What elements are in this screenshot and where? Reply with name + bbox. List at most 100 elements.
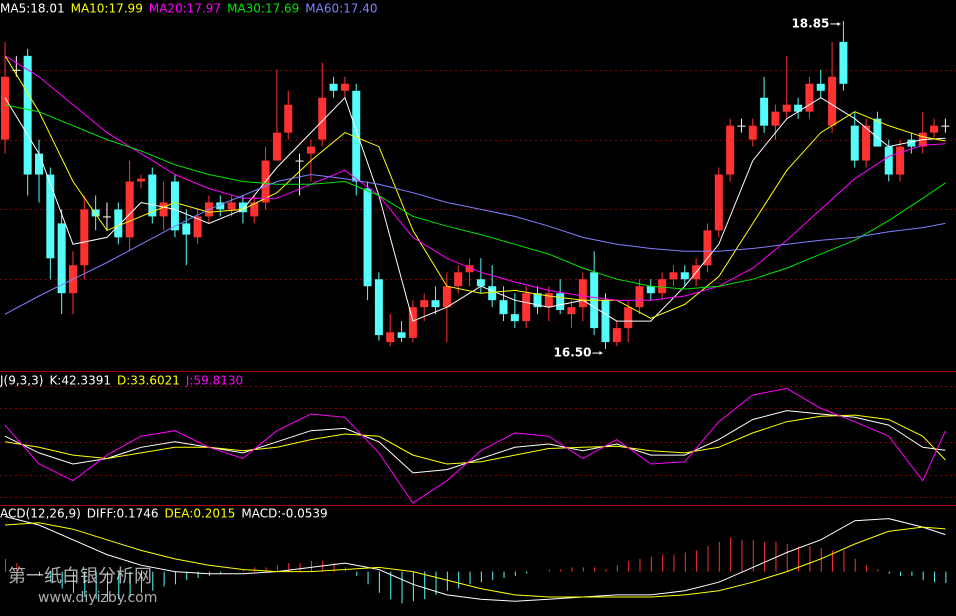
legend-entry: D:33.6021 [117,374,180,388]
candle-body [884,146,893,175]
candle-body [431,300,440,308]
candle-body [544,293,553,308]
legend-entry: ACD(12,26,9) [0,507,81,521]
candle-body [862,125,871,161]
candle-body [828,76,837,126]
candle-body [896,146,905,175]
legend-entry: MA30:17.69 [227,2,299,16]
legend-entry: DEA:0.2015 [164,507,235,521]
candle-body [850,125,859,161]
candle-body [794,104,803,112]
candle-body [159,202,168,217]
candle-body [907,139,916,147]
candle-body [46,174,55,259]
extreme-arrow-head [599,351,603,356]
candle-body [420,300,429,308]
indicator-line [4,522,946,598]
candle-body [250,202,259,217]
candle-body [454,272,463,287]
legend-entry: MA60:17.40 [305,2,377,16]
candle-body [578,279,587,308]
legend-entry: K:42.3391 [49,374,111,388]
candle-body [658,279,667,294]
candle-body [34,153,43,175]
candle-body [295,160,304,162]
indicator-line [4,55,946,301]
candle-body [737,125,746,127]
candle-body [816,83,825,91]
candle-body [386,332,395,343]
extreme-label: 18.85 [791,16,829,30]
candle-body [57,223,66,294]
candle-body [80,209,89,266]
candle-body [748,125,757,140]
indicator-line [4,410,946,474]
candle-body [193,216,202,238]
candle-body [408,307,417,338]
candle-body [465,265,474,273]
candle-body [499,300,508,315]
candle-body [125,181,134,238]
candle-body [703,230,712,266]
candle-body [873,118,882,147]
candle-body [352,90,361,182]
candle-body [442,286,451,308]
legend-entry: J:59.8130 [185,374,243,388]
indicator-line [4,387,946,504]
candle-body [238,202,247,213]
candle-body [624,307,633,329]
chart-layers: 18.85 16.50 MA5:18.01 MA10:17.99 MA20:17.97 M… [0,2,956,604]
candle-body [374,279,383,336]
legend-entry: MACD:-0.0539 [241,507,327,521]
candle-body [669,272,678,280]
watermark-url: www.diyizby.com [38,590,157,606]
candle-body [522,293,531,322]
candle-body [284,104,293,133]
candle-body [306,146,315,154]
candle-body [170,181,179,231]
candle-body [782,104,791,112]
legend-entry: MA20:17.97 [149,2,221,16]
indicator-line [4,173,946,315]
candle-body [318,97,327,140]
candle-body [102,216,111,218]
legend-entry: MA10:17.99 [71,2,143,16]
indicator-line [4,414,946,465]
candle-body [726,125,735,175]
candle-body [567,307,576,315]
candle-body [227,202,236,210]
candle-body [23,55,32,175]
candle-body [114,209,123,238]
candle-body [760,97,769,126]
candle-body [771,111,780,126]
candle-body [488,286,497,301]
watermark-title: 第一纸白银分析网 [8,566,152,587]
candle-body [182,223,191,235]
candle-body [714,174,723,231]
extreme-arrow-head [837,21,841,26]
candle-body [329,83,338,91]
candle-body [363,188,372,287]
candle-body [556,293,565,310]
candle-body [216,202,225,210]
indicator-line [4,516,946,602]
candle-body [136,178,145,182]
indicator-line [4,55,946,319]
candle-body [612,328,621,343]
candle-body [91,209,100,217]
candle-body [272,132,281,161]
candle-body [839,41,848,84]
candle-body [646,286,655,294]
candle-body [510,314,519,322]
candle-body [1,76,9,140]
indicator-line [4,104,946,290]
candle-body [12,69,21,71]
legend-entry: DIFF:0.1746 [87,507,159,521]
candle-body [340,83,349,91]
candle-body [805,83,814,112]
legend-entry: J(9,3,3) [0,374,43,388]
candle-body [533,293,542,308]
candle-body [635,286,644,308]
